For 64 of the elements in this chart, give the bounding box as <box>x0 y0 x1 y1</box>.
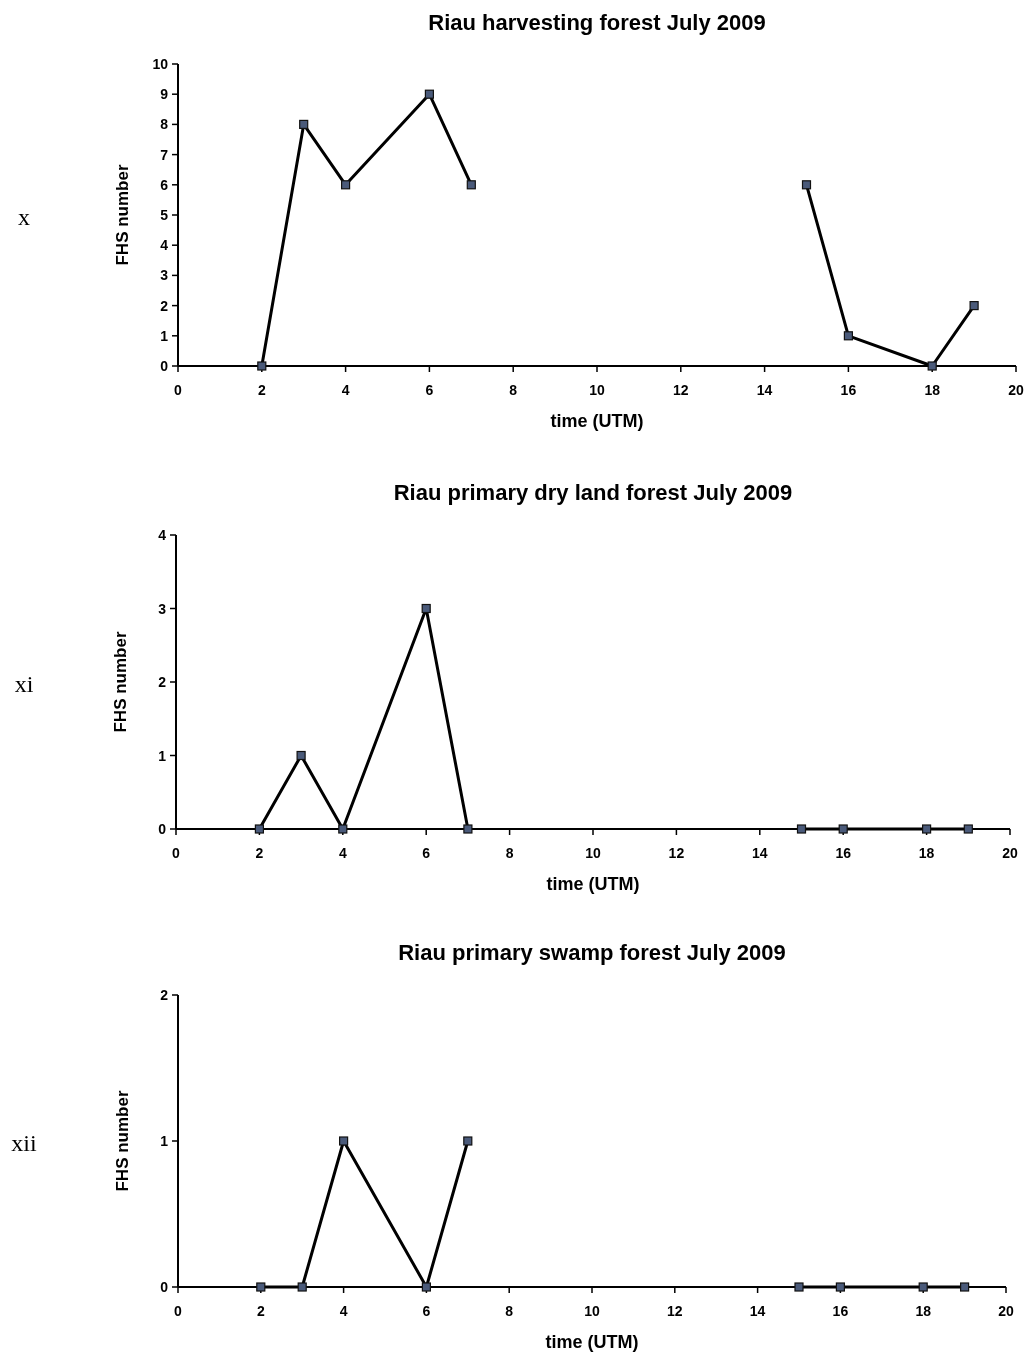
x-tick-label: 8 <box>509 382 518 398</box>
y-tick-label: 3 <box>160 267 169 284</box>
x-tick-label: 8 <box>505 1303 514 1319</box>
y-axis-title: FHS number <box>111 631 130 733</box>
x-tick-label: 20 <box>1008 382 1024 398</box>
x-tick-label: 18 <box>924 382 941 398</box>
x-axis-title: time (UTM) <box>546 874 640 894</box>
x-tick-label: 0 <box>174 1303 183 1319</box>
text: x <box>18 204 30 230</box>
x-tick-label: 14 <box>749 1303 766 1319</box>
y-tick-label: 0 <box>160 1279 169 1295</box>
x-tick-label: 8 <box>505 845 514 861</box>
x-tick-label: 12 <box>673 382 689 398</box>
x-tick-label: 12 <box>668 845 685 861</box>
y-tick-label: 0 <box>158 821 167 837</box>
chart-title: Riau primary swamp forest July 2009 <box>398 940 786 965</box>
y-tick-label: 1 <box>158 747 167 764</box>
x-tick-label: 4 <box>339 1303 348 1319</box>
x-tick-label: 20 <box>1002 845 1018 861</box>
x-tick-label: 2 <box>255 845 264 861</box>
x-tick-label: 16 <box>840 382 857 398</box>
y-axis-title: FHS number <box>113 164 132 266</box>
x-tick-label: 2 <box>257 382 266 398</box>
y-tick-label: 4 <box>158 527 167 543</box>
x-tick-label: 6 <box>422 845 431 861</box>
x-tick-label: 10 <box>589 382 605 398</box>
y-tick-label: 7 <box>160 146 169 163</box>
x-tick-label: 20 <box>998 1303 1014 1319</box>
y-tick-label: 1 <box>160 1133 169 1149</box>
x-tick-label: 4 <box>341 382 350 398</box>
y-tick-label: 8 <box>160 116 169 133</box>
x-tick-label: 14 <box>752 845 768 861</box>
y-tick-label: 0 <box>160 358 169 374</box>
y-tick-label: 4 <box>160 237 169 254</box>
y-tick-label: 2 <box>160 987 169 1003</box>
x-tick-label: 2 <box>256 1303 265 1319</box>
x-tick-label: 14 <box>756 382 773 398</box>
y-tick-label: 5 <box>160 207 169 223</box>
x-tick-label: 6 <box>425 382 434 398</box>
x-tick-label: 6 <box>422 1303 431 1319</box>
x-tick-label: 12 <box>667 1303 683 1319</box>
x-tick-label: 0 <box>172 845 181 861</box>
y-tick-label: 6 <box>160 176 169 193</box>
x-tick-label: 18 <box>915 1303 932 1319</box>
y-tick-label: 10 <box>152 56 169 72</box>
x-tick-label: 10 <box>584 1303 600 1319</box>
x-tick-label: 18 <box>918 845 935 861</box>
x-tick-label: 0 <box>174 382 183 398</box>
x-tick-label: 4 <box>338 845 347 861</box>
y-axis-title: FHS number <box>113 1090 132 1192</box>
text: xii <box>11 1130 37 1156</box>
y-tick-label: 2 <box>158 674 167 690</box>
x-tick-label: 16 <box>835 845 852 861</box>
chart-title: Riau primary dry land forest July 2009 <box>393 480 793 505</box>
y-tick-label: 3 <box>158 600 167 617</box>
y-tick-label: 2 <box>160 297 169 314</box>
text: xi <box>14 671 34 697</box>
y-tick-label: 9 <box>160 86 169 103</box>
x-tick-label: 16 <box>832 1303 849 1319</box>
y-tick-label: 1 <box>160 327 169 344</box>
chart-title: Riau harvesting forest July 2009 <box>428 10 766 35</box>
x-tick-label: 10 <box>585 845 601 861</box>
x-axis-title: time (UTM) <box>550 411 644 431</box>
x-axis-title: time (UTM) <box>545 1332 639 1352</box>
